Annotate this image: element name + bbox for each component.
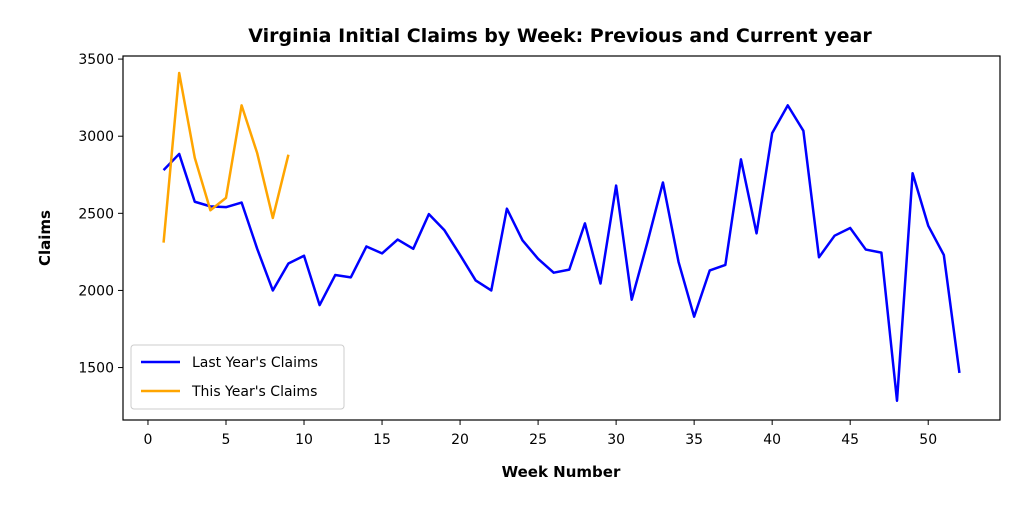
series-line-last-year <box>162 104 961 402</box>
y-tick-label: 3000 <box>78 129 114 145</box>
x-tick-label: 25 <box>529 432 547 448</box>
chart-title: Virginia Initial Claims by Week: Previou… <box>248 25 872 47</box>
legend-label-last-year: Last Year's Claims <box>192 355 318 371</box>
plot-area <box>122 55 1001 421</box>
x-tick-label: 5 <box>222 432 231 448</box>
x-tick-label: 15 <box>373 432 391 448</box>
x-tick-label: 50 <box>919 432 937 448</box>
x-axis-label: Week Number <box>502 463 621 481</box>
y-axis-label: Claims <box>36 210 54 266</box>
x-tick-label: 20 <box>451 432 469 448</box>
x-tick-label: 30 <box>607 432 625 448</box>
series-line-this-year <box>162 71 290 243</box>
y-axis: 1500 2000 2500 3000 3500 <box>78 52 123 377</box>
y-tick-label: 1500 <box>78 361 114 377</box>
y-tick-label: 2500 <box>78 206 114 222</box>
series-group <box>162 71 961 402</box>
legend-box <box>130 344 345 410</box>
y-tick-label: 2000 <box>78 283 114 299</box>
x-tick-label: 35 <box>685 432 703 448</box>
x-tick-label: 10 <box>295 432 313 448</box>
legend-label-this-year: This Year's Claims <box>191 384 317 400</box>
x-axis: 0 5 10 15 20 25 30 35 40 45 50 <box>144 420 937 448</box>
x-tick-label: 45 <box>841 432 859 448</box>
x-tick-label: 40 <box>763 432 781 448</box>
y-tick-label: 3500 <box>78 52 114 68</box>
plot-frame <box>122 55 1001 421</box>
legend: Last Year's Claims This Year's Claims <box>130 344 345 410</box>
x-tick-label: 0 <box>144 432 153 448</box>
